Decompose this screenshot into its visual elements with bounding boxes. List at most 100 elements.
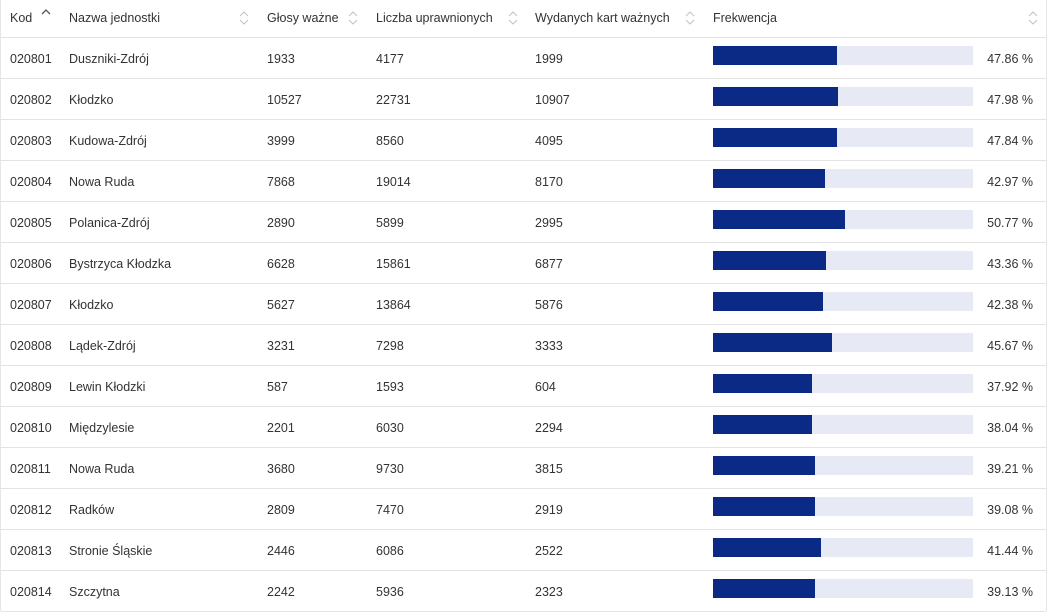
cell-liczba: 1593 <box>376 380 404 394</box>
turnout-percent: 42.38 % <box>987 298 1033 312</box>
table-row[interactable]: 020811 Nowa Ruda 3680 9730 3815 39.21 % <box>1 448 1046 489</box>
table-row[interactable]: 020810 Międzylesie 2201 6030 2294 38.04 % <box>1 407 1046 448</box>
cell-wydanych: 2323 <box>535 585 563 599</box>
turnout-percent: 41.44 % <box>987 544 1033 558</box>
turnout-percent: 47.84 % <box>987 134 1033 148</box>
turnout-percent: 42.97 % <box>987 175 1033 189</box>
column-header-frekwencja[interactable]: Frekwencja <box>713 0 777 37</box>
turnout-percent: 50.77 % <box>987 216 1033 230</box>
cell-nazwa: Kłodzko <box>69 93 114 107</box>
cell-nazwa: Kłodzko <box>69 298 114 312</box>
column-header-label: Liczba uprawnionych <box>376 11 493 25</box>
sort-both-icon[interactable] <box>685 9 695 27</box>
table-row[interactable]: 020807 Kłodzko 5627 13864 5876 42.38 % <box>1 284 1046 325</box>
column-header-wydanych[interactable]: Wydanych kart ważnych <box>535 0 670 37</box>
cell-nazwa: Lądek-Zdrój <box>69 339 136 353</box>
cell-liczba: 13864 <box>376 298 411 312</box>
table-row[interactable]: 020806 Bystrzyca Kłodzka 6628 15861 6877 43.3… <box>1 243 1046 284</box>
turnout-bar-fill <box>713 456 815 475</box>
cell-kod: 020802 <box>10 93 52 107</box>
table-body: 020801 Duszniki-Zdrój 1933 4177 1999 47.86 % 0… <box>1 38 1046 612</box>
cell-nazwa: Kudowa-Zdrój <box>69 134 147 148</box>
sort-both-icon[interactable] <box>239 9 249 27</box>
turnout-bar-fill <box>713 251 826 270</box>
cell-kod: 020801 <box>10 52 52 66</box>
cell-liczba: 9730 <box>376 462 404 476</box>
turnout-bar-fill <box>713 579 815 598</box>
cell-nazwa: Duszniki-Zdrój <box>69 52 149 66</box>
table-row[interactable]: 020813 Stronie Śląskie 2446 6086 2522 41.44 % <box>1 530 1046 571</box>
turnout-bar-track <box>713 251 973 270</box>
table-row[interactable]: 020803 Kudowa-Zdrój 3999 8560 4095 47.84 % <box>1 120 1046 161</box>
turnout-bar-fill <box>713 374 812 393</box>
column-header-liczba[interactable]: Liczba uprawnionych <box>376 0 493 37</box>
turnout-percent: 45.67 % <box>987 339 1033 353</box>
sort-both-icon[interactable] <box>1028 9 1038 27</box>
cell-liczba: 6030 <box>376 421 404 435</box>
turnout-bar-fill <box>713 46 838 65</box>
turnout-percent: 38.04 % <box>987 421 1033 435</box>
turnout-bar-track <box>713 292 973 311</box>
cell-liczba: 19014 <box>376 175 411 189</box>
turnout-bar-track <box>713 579 973 598</box>
column-header-glosy[interactable]: Głosy ważne <box>267 0 339 37</box>
cell-kod: 020803 <box>10 134 52 148</box>
turnout-percent: 43.36 % <box>987 257 1033 271</box>
table-row[interactable]: 020801 Duszniki-Zdrój 1933 4177 1999 47.86 % <box>1 38 1046 79</box>
sort-both-icon[interactable] <box>348 9 358 27</box>
turnout-percent: 39.08 % <box>987 503 1033 517</box>
cell-wydanych: 2995 <box>535 216 563 230</box>
cell-liczba: 8560 <box>376 134 404 148</box>
cell-glosy: 2446 <box>267 544 295 558</box>
sort-asc-icon[interactable] <box>41 7 51 25</box>
cell-nazwa: Polanica-Zdrój <box>69 216 150 230</box>
cell-glosy: 587 <box>267 380 288 394</box>
table-row[interactable]: 020805 Polanica-Zdrój 2890 5899 2995 50.77 % <box>1 202 1046 243</box>
cell-wydanych: 3815 <box>535 462 563 476</box>
cell-nazwa: Międzylesie <box>69 421 135 435</box>
turnout-bar-track <box>713 46 973 65</box>
cell-kod: 020810 <box>10 421 52 435</box>
cell-kod: 020806 <box>10 257 52 271</box>
cell-glosy: 7868 <box>267 175 295 189</box>
cell-nazwa: Lewin Kłodzki <box>69 380 146 394</box>
turnout-bar-track <box>713 87 973 106</box>
cell-glosy: 3999 <box>267 134 295 148</box>
table-row[interactable]: 020802 Kłodzko 10527 22731 10907 47.98 % <box>1 79 1046 120</box>
turnout-bar-track <box>713 497 973 516</box>
table-row[interactable]: 020808 Lądek-Zdrój 3231 7298 3333 45.67 % <box>1 325 1046 366</box>
column-header-nazwa[interactable]: Nazwa jednostki <box>69 0 160 37</box>
cell-nazwa: Nowa Ruda <box>69 462 135 476</box>
cell-kod: 020804 <box>10 175 52 189</box>
cell-liczba: 7470 <box>376 503 404 517</box>
cell-liczba: 15861 <box>376 257 411 271</box>
table-row[interactable]: 020809 Lewin Kłodzki 587 1593 604 37.92 % <box>1 366 1046 407</box>
cell-nazwa: Szczytna <box>69 585 120 599</box>
sort-both-icon[interactable] <box>508 9 518 27</box>
cell-liczba: 4177 <box>376 52 404 66</box>
cell-glosy: 3680 <box>267 462 295 476</box>
turnout-bar-fill <box>713 169 825 188</box>
turnout-percent: 47.86 % <box>987 52 1033 66</box>
cell-glosy: 6628 <box>267 257 295 271</box>
cell-wydanych: 604 <box>535 380 556 394</box>
table-row[interactable]: 020812 Radków 2809 7470 2919 39.08 % <box>1 489 1046 530</box>
column-header-label: Nazwa jednostki <box>69 11 161 25</box>
cell-glosy: 2242 <box>267 585 295 599</box>
turnout-percent: 37.92 % <box>987 380 1033 394</box>
cell-nazwa: Radków <box>69 503 115 517</box>
column-header-kod[interactable]: Kod <box>10 0 32 37</box>
table-header: Kod Nazwa jednostki Głosy ważne Liczba u… <box>1 0 1046 38</box>
cell-liczba: 22731 <box>376 93 411 107</box>
cell-kod: 020811 <box>10 462 51 476</box>
cell-kod: 020808 <box>10 339 52 353</box>
turnout-bar-fill <box>713 210 845 229</box>
table-row[interactable]: 020814 Szczytna 2242 5936 2323 39.13 % <box>1 571 1046 612</box>
cell-wydanych: 4095 <box>535 134 563 148</box>
turnout-percent: 47.98 % <box>987 93 1033 107</box>
cell-liczba: 5899 <box>376 216 404 230</box>
turnout-percent: 39.13 % <box>987 585 1033 599</box>
column-header-label: Kod <box>10 11 33 25</box>
table-row[interactable]: 020804 Nowa Ruda 7868 19014 8170 42.97 % <box>1 161 1046 202</box>
